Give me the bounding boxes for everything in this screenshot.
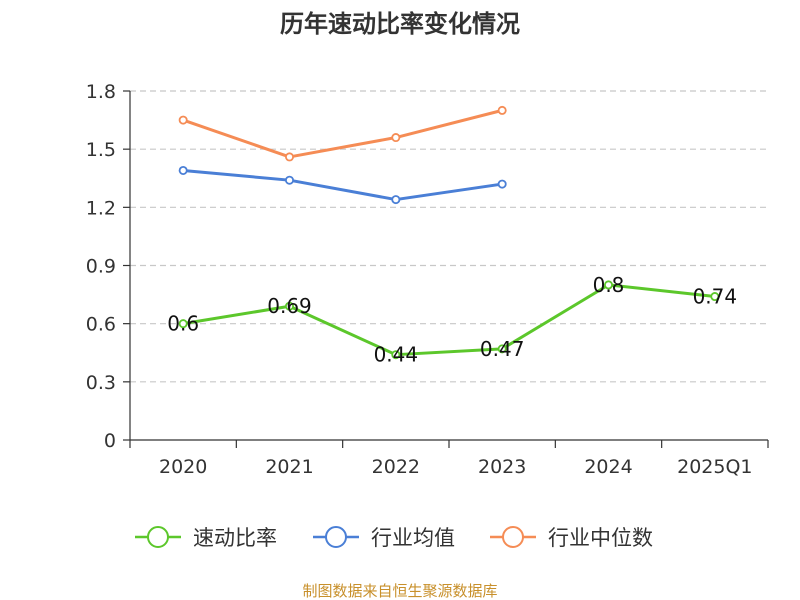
y-tick-label: 0 bbox=[104, 430, 116, 452]
x-tick-label: 2023 bbox=[478, 456, 526, 478]
data-point bbox=[391, 195, 401, 205]
gridlines bbox=[130, 90, 768, 383]
legend-marker-0 bbox=[147, 526, 169, 548]
chart-title: 历年速动比率变化情况 bbox=[280, 10, 520, 38]
legend-label: 行业均值 bbox=[371, 526, 455, 550]
data-point bbox=[391, 133, 401, 143]
legend-label: 行业中位数 bbox=[548, 526, 653, 550]
y-tick-label: 1.2 bbox=[86, 197, 116, 219]
data-label: 0.47 bbox=[480, 337, 525, 361]
data-point bbox=[710, 292, 720, 302]
x-tick-label: 2024 bbox=[584, 456, 632, 478]
data-point bbox=[497, 105, 507, 115]
series-line-2 bbox=[182, 108, 503, 159]
series-line-0 bbox=[182, 283, 715, 357]
y-tick-label: 1.8 bbox=[86, 81, 116, 103]
x-tick-labels: 2020 2021 2022 2023 2024 2025Q1 bbox=[159, 456, 753, 478]
legend: 速动比率 行业均值 行业中位数 bbox=[135, 526, 653, 550]
data-label: 0.8 bbox=[593, 273, 625, 297]
legend-marker-2 bbox=[502, 526, 524, 548]
data-point bbox=[284, 152, 294, 162]
data-point bbox=[497, 179, 507, 189]
data-label: 0.44 bbox=[374, 343, 419, 367]
data-point bbox=[497, 344, 507, 354]
data-label: 0.69 bbox=[267, 294, 312, 318]
data-point bbox=[284, 175, 294, 185]
legend-marker-1 bbox=[325, 526, 347, 548]
x-tick-label: 2020 bbox=[159, 456, 207, 478]
y-tick-label: 0.6 bbox=[86, 314, 116, 336]
legend-label: 速动比率 bbox=[193, 526, 277, 550]
y-tick-label: 1.5 bbox=[86, 139, 116, 161]
y-tick-label: 0.9 bbox=[86, 256, 116, 278]
series-lines bbox=[178, 105, 720, 360]
data-point bbox=[604, 280, 614, 290]
data-label: 0.6 bbox=[167, 312, 199, 336]
x-tick-label: 2022 bbox=[372, 456, 420, 478]
data-labels: 0.6 0.69 0.44 0.47 0.8 0.74 bbox=[167, 273, 737, 367]
axes bbox=[123, 90, 769, 448]
data-point bbox=[178, 115, 188, 125]
data-point bbox=[391, 350, 401, 360]
x-tick-label: 2025Q1 bbox=[677, 456, 752, 478]
source-note: 制图数据来自恒生聚源数据库 bbox=[302, 582, 497, 600]
data-point bbox=[284, 301, 294, 311]
x-tick-label: 2021 bbox=[265, 456, 313, 478]
y-tick-label: 0.3 bbox=[86, 372, 116, 394]
data-point bbox=[178, 165, 188, 175]
series-line-1 bbox=[183, 169, 503, 202]
data-label: 0.74 bbox=[693, 285, 738, 309]
data-point bbox=[178, 319, 188, 329]
y-tick-labels: 0 0.3 0.6 0.9 1.2 1.5 1.8 bbox=[86, 81, 116, 452]
